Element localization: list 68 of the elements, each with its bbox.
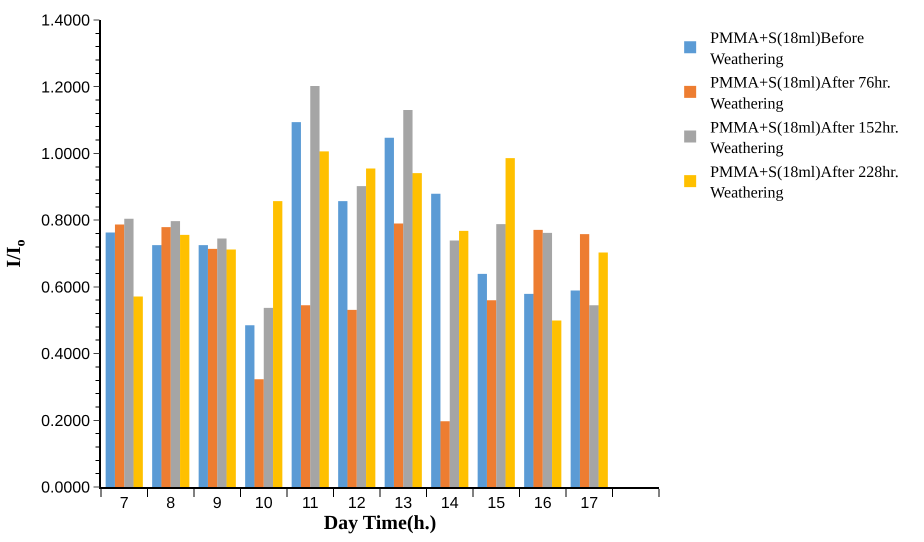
bar: [366, 168, 376, 487]
bar: [412, 173, 422, 487]
bar: [394, 223, 404, 487]
bar: [273, 201, 282, 487]
bar: [384, 138, 394, 487]
legend-label: PMMA+S(18ml)After 76hr. Weathering: [710, 74, 891, 113]
x-tick-label: 9: [212, 494, 222, 512]
bar: [486, 300, 496, 487]
x-tick-label: 14: [440, 494, 459, 512]
bar: [254, 379, 264, 487]
x-tick-label: 17: [580, 494, 598, 512]
x-tick-label: 16: [534, 494, 552, 512]
bar: [347, 310, 357, 487]
bar: [598, 252, 608, 487]
bar: [217, 238, 227, 487]
x-tick-label: 10: [254, 494, 273, 512]
bar: [478, 274, 487, 487]
bar: [198, 245, 208, 487]
bar: [208, 248, 218, 487]
bar: [506, 158, 515, 487]
bar: [589, 305, 599, 487]
bar: [320, 151, 329, 487]
legend-label: PMMA+S(18ml)After 228hr. Weathering: [710, 164, 899, 202]
bar: [245, 325, 254, 487]
bar: [114, 224, 124, 487]
bar: [580, 234, 590, 487]
x-tick-label: 13: [394, 494, 412, 512]
bar: [450, 240, 460, 487]
y-tick-label: 0.2000: [41, 412, 90, 430]
x-tick-label: 8: [166, 494, 176, 512]
x-axis-title: Day Time(h.): [324, 512, 436, 534]
y-tick-label: 1.0000: [41, 146, 90, 164]
bar: [459, 230, 468, 487]
bar: [300, 305, 310, 487]
y-tick-label: 1.2000: [41, 79, 90, 96]
bar: [161, 227, 171, 487]
bar: [524, 294, 534, 487]
bar: [403, 110, 413, 487]
bar: [310, 86, 320, 487]
bar: [264, 308, 274, 487]
bar: [542, 232, 552, 487]
x-tick-label: 7: [120, 494, 129, 512]
bar: [533, 230, 543, 487]
y-tick-label: 0.8000: [41, 212, 90, 230]
legend-label: PMMA+S(18ml)After 152hr. Weathering: [710, 119, 899, 158]
bar: [106, 232, 115, 487]
bar: [152, 245, 162, 487]
bar: [170, 221, 180, 487]
bar: [431, 194, 440, 487]
y-tick-label: 0.0000: [41, 480, 90, 497]
bar: [180, 234, 190, 487]
bar: [134, 296, 143, 487]
bar: [124, 218, 134, 487]
bar: [552, 320, 562, 487]
bar: [226, 250, 236, 487]
x-tick-label: 15: [487, 494, 506, 512]
bar: [440, 421, 450, 487]
bar: [338, 201, 348, 487]
bar: [496, 224, 506, 487]
x-tick-label: 12: [348, 494, 366, 512]
x-tick-label: 11: [302, 494, 319, 512]
bar: [356, 186, 366, 487]
legend-label: PMMA+S(18ml)Before Weathering: [710, 30, 864, 68]
y-tick-label: 0.4000: [41, 346, 90, 364]
bar: [570, 290, 580, 487]
y-tick-label: 0.6000: [41, 279, 90, 296]
bar: [292, 122, 301, 487]
y-tick-label: 1.4000: [41, 12, 90, 30]
